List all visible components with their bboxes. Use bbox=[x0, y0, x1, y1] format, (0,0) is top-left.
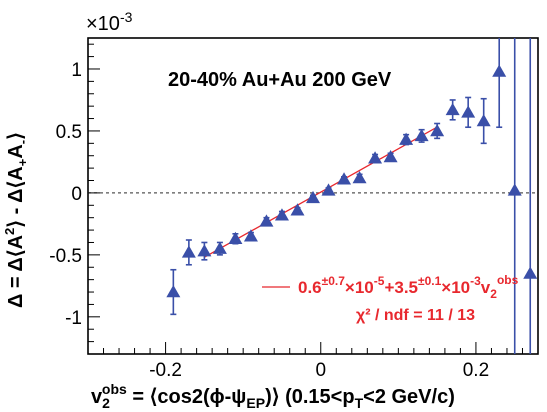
x-tick-label: -0.2 bbox=[149, 360, 182, 381]
data-point bbox=[414, 128, 429, 142]
data-point bbox=[290, 203, 305, 216]
x-tick-label: 0.2 bbox=[463, 360, 489, 381]
data-point bbox=[197, 244, 212, 257]
data-point bbox=[492, 64, 507, 77]
data-point bbox=[399, 132, 414, 145]
plot-frame bbox=[87, 37, 539, 355]
data-point bbox=[368, 151, 383, 164]
y-exponent-label: ×10-3 bbox=[86, 9, 133, 35]
fit-legend-label: 0.6±0.7×10-5+3.5±0.1×10-3v2obs bbox=[298, 273, 519, 301]
chart-annotation: 20-40% Au+Au 200 GeV bbox=[168, 69, 392, 91]
data-point bbox=[507, 183, 522, 196]
chi2-label: χ² / ndf = 11 / 13 bbox=[356, 307, 475, 324]
data-point bbox=[523, 266, 538, 279]
data-point bbox=[259, 214, 274, 227]
y-tick-label: 0.5 bbox=[56, 122, 82, 143]
data-point bbox=[306, 190, 320, 204]
data-point bbox=[212, 241, 227, 254]
data-point bbox=[383, 149, 398, 163]
data-point bbox=[243, 229, 258, 242]
x-axis: -0.2 0 0.2 bbox=[103, 342, 539, 381]
y-axis: -1 -0.5 0 0.5 1 bbox=[49, 43, 100, 355]
data-point bbox=[430, 123, 445, 137]
y-tick-label: 0 bbox=[71, 184, 82, 205]
y-tick-label: -0.5 bbox=[49, 246, 82, 267]
data-point bbox=[166, 285, 181, 298]
data-point bbox=[181, 245, 196, 258]
fit-line bbox=[204, 126, 438, 258]
y-tick-label: 1 bbox=[71, 60, 82, 81]
data-point bbox=[461, 105, 476, 118]
data-point bbox=[321, 183, 336, 196]
data-point bbox=[445, 102, 460, 116]
y-axis-title: Δ = Δ⟨A2⟩ - Δ⟨A+A-⟩ bbox=[2, 132, 30, 308]
data-point bbox=[352, 171, 367, 184]
data-point bbox=[337, 172, 352, 185]
data-point bbox=[274, 208, 289, 221]
data-point bbox=[228, 231, 243, 245]
x-axis-title: v2obs = ⟨cos2(ϕ-ψEP)⟩ (0.15<pT<2 GeV/c) bbox=[91, 381, 455, 411]
y-tick-label: -1 bbox=[65, 308, 82, 329]
data-series bbox=[166, 38, 538, 354]
x-tick-label: 0 bbox=[315, 360, 326, 381]
data-point bbox=[476, 114, 491, 127]
